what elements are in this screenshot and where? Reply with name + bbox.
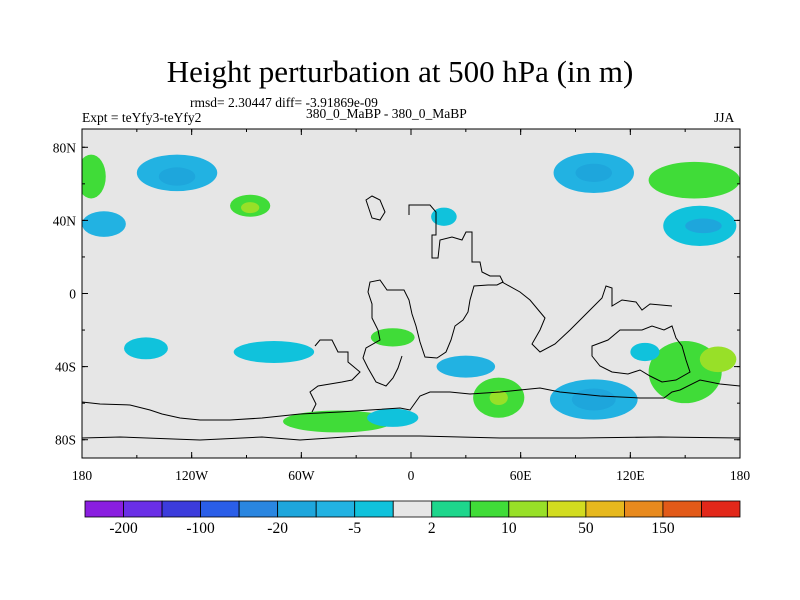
- colorbar-swatch: [238, 500, 279, 518]
- x-tick-label: 180: [730, 468, 751, 483]
- colorbar-swatch: [123, 500, 163, 518]
- x-tick-label: 60E: [510, 468, 532, 483]
- colorbar-label: -200: [109, 520, 138, 537]
- anomaly-region: [489, 390, 508, 405]
- contour-fill-layer: [82, 152, 740, 433]
- anomaly-region: [82, 211, 126, 237]
- coastline-americas: [309, 339, 361, 413]
- coastline-antarctica: [82, 379, 740, 421]
- colorbar-label: -20: [267, 520, 288, 537]
- colorbar-label: 10: [501, 520, 517, 537]
- anomaly-region: [158, 167, 196, 186]
- comparison-label: 380_0_MaBP - 380_0_MaBP: [306, 106, 467, 121]
- x-tick-label: 0: [408, 468, 415, 483]
- colorbar-label: 150: [651, 520, 675, 537]
- colorbar-label: 2: [428, 520, 436, 537]
- coastline-australia: [591, 325, 691, 383]
- colorbar-swatch: [277, 500, 317, 518]
- anomaly-region: [648, 161, 740, 199]
- colorbar-swatch: [508, 500, 548, 518]
- anomaly-region: [699, 346, 737, 373]
- y-tick-label: 80N: [53, 140, 77, 155]
- anomaly-region: [241, 202, 260, 214]
- coastline-africa-europe: [362, 204, 504, 387]
- colorbar-swatch: [585, 500, 625, 518]
- colorbar-swatch: [662, 500, 702, 518]
- axes-layer: 180 120W 60W 0 60E 120E 180 80N 40N 0 40S 80S: [53, 129, 751, 483]
- season-label: JJA: [714, 110, 735, 125]
- colorbar-swatch: [161, 500, 201, 518]
- anomaly-region: [431, 207, 457, 226]
- y-tick-label: 40N: [53, 213, 77, 228]
- coastline-greenland: [365, 195, 386, 221]
- y-tick-label: 40S: [55, 360, 76, 375]
- coastline-asia: [501, 281, 673, 353]
- anomaly-region: [575, 163, 613, 183]
- anomaly-region: [233, 341, 315, 363]
- colorbar-swatch: [624, 500, 664, 518]
- colorbar-label: -5: [348, 520, 361, 537]
- anomaly-region: [436, 355, 496, 378]
- colorbar-label: 50: [578, 520, 594, 537]
- colorbar-label: -100: [186, 520, 215, 537]
- colorbar-swatch: [354, 500, 394, 518]
- anomaly-region: [571, 388, 616, 411]
- x-tick-label: 120W: [175, 468, 208, 483]
- x-tick-label: 60W: [288, 468, 315, 483]
- anomaly-region: [367, 408, 419, 427]
- colorbar-swatch: [392, 500, 433, 518]
- plot-title: Height perturbation at 500 hPa (in m): [166, 54, 634, 89]
- anomaly-region: [124, 337, 168, 360]
- colorbar-swatch: [315, 500, 356, 518]
- colorbar-swatch: [84, 500, 124, 518]
- colorbar-swatch: [701, 500, 741, 518]
- anomaly-region: [283, 410, 393, 433]
- x-tick-label: 180: [72, 468, 93, 483]
- colorbar-swatch: [431, 500, 471, 518]
- y-tick-label: 80S: [55, 433, 76, 448]
- colorbar-swatch: [546, 500, 587, 518]
- anomaly-region: [685, 218, 722, 234]
- stats-text: rmsd= 2.30447 diff= -3.91869e-09: [190, 95, 378, 110]
- anomaly-region: [82, 154, 106, 199]
- coastline-layer: [82, 195, 740, 441]
- coastline-antarctica-inner: [82, 435, 740, 441]
- colorbar: -200 -100 -20 -5 2 10 50 150: [84, 500, 741, 537]
- x-tick-label: 120E: [616, 468, 645, 483]
- experiment-label: Expt = teYfy3-teYfy2: [82, 110, 202, 125]
- anomaly-region: [630, 342, 660, 362]
- anomaly-region: [370, 328, 415, 347]
- y-tick-label: 0: [69, 287, 76, 302]
- colorbar-swatch: [200, 500, 240, 518]
- colorbar-swatch: [469, 500, 510, 518]
